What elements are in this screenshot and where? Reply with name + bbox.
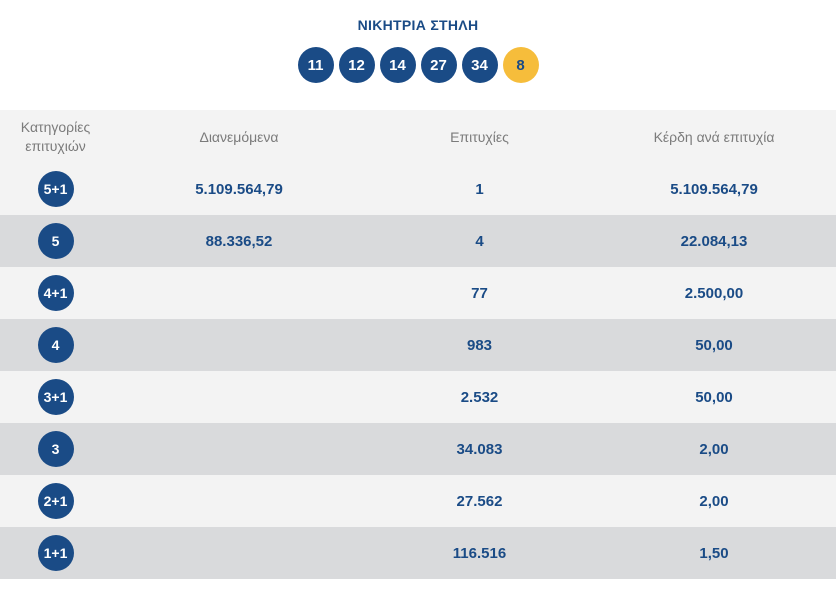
prize-cell: 22.084,13 bbox=[680, 232, 748, 250]
header-winners: Επιτυχίες bbox=[450, 128, 509, 145]
table-row: 4+1 77 2.500,00 bbox=[0, 267, 836, 319]
category-badge: 3 bbox=[37, 431, 74, 467]
header-prize: Κέρδη ανά επιτυχία bbox=[653, 128, 775, 145]
table-row: 3+1 2.532 50,00 bbox=[0, 371, 836, 423]
number-ball: 11 bbox=[297, 47, 334, 83]
prize-table: Κατηγορίες επιτυχιών Διανεμόμενα Επιτυχί… bbox=[0, 110, 836, 579]
prize-cell: 2,00 bbox=[699, 440, 729, 458]
table-header: Κατηγορίες επιτυχιών Διανεμόμενα Επιτυχί… bbox=[0, 110, 836, 163]
table-row: 4 983 50,00 bbox=[0, 319, 836, 371]
winners-cell: 983 bbox=[466, 336, 493, 354]
number-ball: 14 bbox=[379, 47, 416, 83]
winning-column-title: ΝΙΚΗΤΡΙΑ ΣΤΗΛΗ bbox=[357, 17, 479, 33]
prize-cell: 5.109.564,79 bbox=[670, 180, 758, 198]
table-row: 2+1 27.562 2,00 bbox=[0, 475, 836, 527]
winners-cell: 4 bbox=[475, 232, 484, 250]
winners-cell: 1 bbox=[475, 180, 484, 198]
number-ball: 12 bbox=[338, 47, 375, 83]
prize-cell: 50,00 bbox=[695, 388, 733, 406]
prize-cell: 2.500,00 bbox=[684, 284, 744, 302]
winners-cell: 116.516 bbox=[452, 544, 507, 562]
category-badge: 4+1 bbox=[37, 275, 74, 311]
category-badge: 4 bbox=[37, 327, 74, 363]
category-badge: 5 bbox=[37, 223, 74, 259]
header-category-line1: Κατηγορίες bbox=[20, 118, 91, 135]
header-category-line2: επιτυχιών bbox=[25, 137, 86, 154]
header-distributed: Διανεμόμενα bbox=[199, 128, 279, 145]
category-badge: 2+1 bbox=[37, 483, 74, 519]
winners-cell: 27.562 bbox=[456, 492, 503, 510]
winning-numbers: 11 12 14 27 34 8 bbox=[0, 47, 836, 83]
category-badge: 3+1 bbox=[37, 379, 74, 415]
distributed-cell: 5.109.564,79 bbox=[195, 180, 283, 198]
joker-ball: 8 bbox=[502, 47, 539, 83]
winners-cell: 34.083 bbox=[456, 440, 503, 458]
number-ball: 34 bbox=[461, 47, 498, 83]
number-ball: 27 bbox=[420, 47, 457, 83]
header-category: Κατηγορίες επιτυχιών bbox=[0, 118, 111, 156]
winners-cell: 2.532 bbox=[460, 388, 499, 406]
table-row: 5+1 5.109.564,79 1 5.109.564,79 bbox=[0, 163, 836, 215]
prize-cell: 50,00 bbox=[695, 336, 733, 354]
category-badge: 1+1 bbox=[37, 535, 74, 571]
table-row: 5 88.336,52 4 22.084,13 bbox=[0, 215, 836, 267]
prize-cell: 2,00 bbox=[699, 492, 729, 510]
distributed-cell: 88.336,52 bbox=[205, 232, 273, 250]
prize-cell: 1,50 bbox=[699, 544, 729, 562]
winners-cell: 77 bbox=[471, 284, 488, 302]
table-row: 1+1 116.516 1,50 bbox=[0, 527, 836, 579]
table-row: 3 34.083 2,00 bbox=[0, 423, 836, 475]
category-badge: 5+1 bbox=[37, 171, 74, 207]
